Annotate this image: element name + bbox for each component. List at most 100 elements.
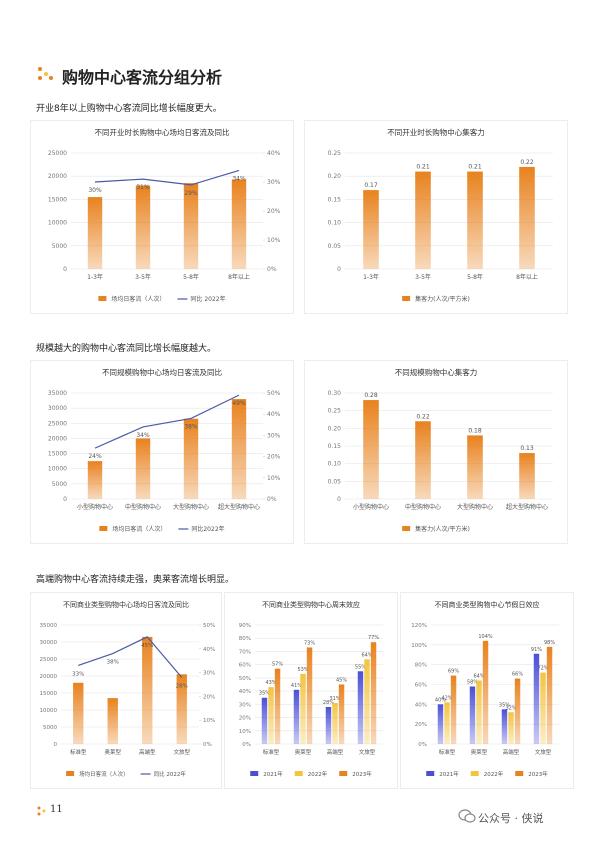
y2-tick-label: 30% [267, 432, 281, 439]
bar [87, 461, 103, 499]
x-tick-label: 文旅型 [359, 748, 376, 756]
y-tick-label: 20000 [48, 435, 67, 442]
bar [363, 190, 379, 269]
line [78, 636, 183, 678]
x-tick-label: 大型购物中心 [173, 503, 209, 511]
chart-title: 不同开业时长购物中心集客力 [387, 127, 485, 137]
y-tick-label: 0.25 [328, 150, 342, 157]
x-tick-label: 中型购物中心 [125, 503, 161, 511]
data-label: 69% [448, 669, 459, 675]
y-tick-label: 5000 [52, 243, 67, 250]
y2-tick-label: 10% [203, 718, 215, 724]
data-label: 38% [184, 423, 198, 430]
data-label: 33% [72, 671, 84, 677]
x-tick-label: 奥莱型 [471, 748, 488, 756]
bar [482, 640, 489, 744]
x-tick-label: 8年以上 [516, 273, 538, 281]
data-label: 66% [512, 672, 523, 678]
x-tick-label: 小型购物中心 [353, 503, 389, 511]
y-tick-label: 10000 [40, 708, 58, 714]
watermark: 公众号 · 侠说 [478, 812, 544, 825]
data-label: 64% [361, 652, 372, 658]
data-label: 34% [232, 175, 246, 182]
y-tick-label: 0.10 [328, 220, 342, 227]
data-label: 31% [329, 696, 340, 702]
y-tick-label: 10% [239, 729, 251, 735]
chart-title: 不同商业类型购物中心节假日效应 [435, 600, 540, 609]
y-tick-label: 0.05 [328, 243, 342, 250]
chart-panel: 不同商业类型购物中心周末效应 0% 10% 20% 30% 40% 50% 60% 70% 80%… [224, 592, 398, 789]
x-tick-label: 1-3年 [87, 273, 103, 281]
chart-panel: 不同商业类型购物中心节假日效应 0% 20% 40% 60% 80% 100% 120% 标准型… [400, 592, 574, 789]
chart-panel: 不同规模购物中心场均日客流及同比 0 5000 10000 15000 20000 2500… [30, 360, 294, 544]
legend-label: 场均日客流（人次） [112, 525, 166, 533]
legend: 场均日客流（人次） 同比 2022年 [98, 295, 226, 303]
chart: 不同规模购物中心场均日客流及同比 0 5000 10000 15000 20000 2500… [48, 367, 281, 533]
bar [231, 179, 247, 269]
bar [533, 653, 540, 744]
legend-swatch [426, 771, 435, 776]
x-tick-label: 超大型购物中心 [218, 503, 260, 511]
y-tick-label: 5000 [43, 725, 57, 731]
bar [183, 183, 199, 269]
chart-panel: 不同开业时长购物中心场均日客流及同比 0 5000 10000 15000 20000 25… [30, 120, 294, 314]
bar [546, 646, 553, 744]
bar [415, 421, 431, 499]
y-tick-label: 10000 [48, 220, 67, 227]
y-tick-label: 80% [239, 636, 251, 642]
x-tick-label: 奥莱型 [295, 748, 312, 756]
data-label: 35% [259, 691, 270, 697]
x-tick-label: 高端型 [327, 748, 344, 756]
x-tick-label: 标准型 [70, 748, 87, 756]
legend: 2021年 2022年 2023年 [250, 770, 372, 778]
y-tick-label: 25000 [48, 150, 67, 157]
y-tick-label: 30000 [40, 640, 58, 646]
y2-tick-label: 40% [203, 647, 215, 653]
bar [338, 684, 345, 744]
bar [73, 682, 84, 744]
y-tick-label: 0% [418, 742, 427, 748]
caption: 规模越大的购物中心客流同比增长幅度越大。 [36, 344, 217, 354]
data-label: 35% [499, 702, 510, 708]
y-tick-label: 25000 [48, 420, 67, 427]
bar [87, 197, 103, 269]
x-tick-label: 高端型 [503, 748, 520, 756]
bar [476, 680, 482, 744]
y-tick-label: 30% [239, 702, 251, 708]
legend: 场均日客流（人次） 同比 2022年 [66, 770, 186, 778]
legend-swatch [515, 771, 524, 776]
y-tick-label: 0% [242, 742, 251, 748]
data-label: 45% [336, 678, 347, 684]
bar [142, 636, 153, 744]
legend-label: 场均日客流（人次） [111, 295, 165, 303]
bar [469, 686, 476, 744]
y-tick-label: 40% [239, 689, 251, 695]
data-label: 31% [136, 184, 150, 191]
data-label: 64% [473, 674, 484, 680]
data-label: 104% [478, 634, 493, 640]
bar [514, 678, 521, 744]
bar [444, 702, 450, 744]
y-tick-label: 0 [337, 266, 341, 273]
x-tick-label: 高端型 [139, 748, 156, 756]
data-label: 38% [107, 660, 119, 666]
y-tick-label: 15000 [40, 691, 58, 697]
legend-label: 2021年 [439, 770, 459, 778]
y-tick-label: 0 [63, 496, 67, 503]
data-label: 98% [544, 640, 555, 646]
legend-swatch [470, 771, 479, 776]
data-label: 30% [88, 187, 102, 194]
data-label: 57% [272, 662, 283, 668]
data-label: 0.13 [520, 445, 534, 452]
y-tick-label: 0 [337, 496, 341, 503]
legend-swatch [339, 771, 348, 776]
legend-label: 2023年 [352, 770, 372, 778]
data-label: 58% [467, 679, 478, 685]
data-label: 77% [368, 635, 379, 641]
legend-swatch [99, 526, 108, 531]
y2-tick-label: 0% [267, 266, 277, 273]
y-tick-label: 50% [239, 676, 251, 682]
y-tick-label: 15000 [48, 196, 67, 203]
y-tick-label: 20000 [48, 173, 67, 180]
bar [261, 697, 268, 744]
